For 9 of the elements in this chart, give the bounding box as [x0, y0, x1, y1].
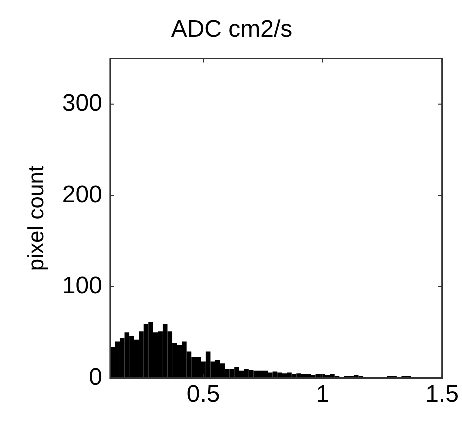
y-tick-label: 200 — [62, 181, 102, 208]
y-axis-title: pixel count — [23, 166, 48, 272]
x-tick-label: 1 — [316, 381, 330, 408]
y-tick-label: 100 — [62, 272, 102, 300]
chart-title: ADC cm2/s — [171, 16, 293, 44]
x-tick-label: 1.5 — [426, 381, 460, 408]
y-tick-label: 300 — [62, 90, 102, 118]
x-tick-label: 0.5 — [186, 381, 220, 408]
y-tick-label: 0 — [89, 364, 102, 391]
